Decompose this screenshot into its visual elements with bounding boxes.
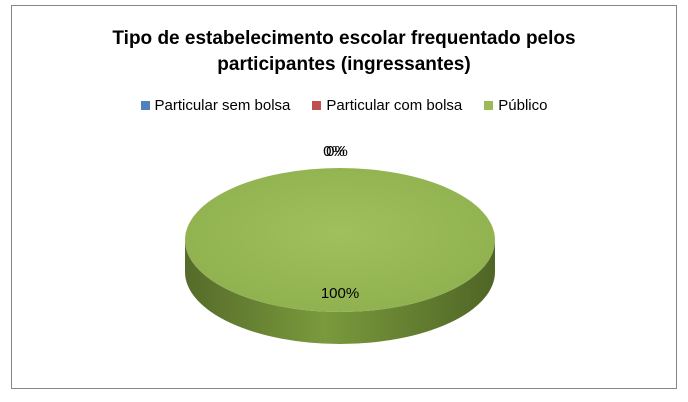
data-labels: 0%0%100% <box>321 143 359 302</box>
pie-layer <box>185 168 495 344</box>
legend-swatch-particular-sem-bolsa <box>140 101 150 110</box>
pie-slice-p-blico <box>185 168 495 312</box>
chart-title-line-2: participantes (ingressantes) <box>217 54 471 75</box>
legend-item-particular-com-bolsa: Particular com bolsa <box>312 97 462 114</box>
legend-label-publico: Público <box>498 97 548 114</box>
chart-title: Tipo de estabelecimento escolar frequent… <box>12 26 676 78</box>
legend-swatch-particular-com-bolsa <box>312 101 322 110</box>
legend-item-particular-sem-bolsa: Particular sem bolsa <box>140 97 291 114</box>
legend-label-particular-sem-bolsa: Particular sem bolsa <box>154 97 291 114</box>
legend-item-publico: Público <box>484 97 547 114</box>
data-label-particular-com-bolsa: 0% <box>326 143 348 160</box>
legend-swatch-publico <box>484 101 494 110</box>
data-label-p-blico: 100% <box>321 285 359 302</box>
pie-side <box>185 240 495 344</box>
chart-legend: Particular sem bolsa Particular com bols… <box>12 97 676 114</box>
data-label-particular-sem-bolsa: 0% <box>323 143 345 160</box>
chart-title-line-1: Tipo de estabelecimento escolar frequent… <box>112 28 576 49</box>
legend-label-particular-com-bolsa: Particular com bolsa <box>326 97 463 114</box>
